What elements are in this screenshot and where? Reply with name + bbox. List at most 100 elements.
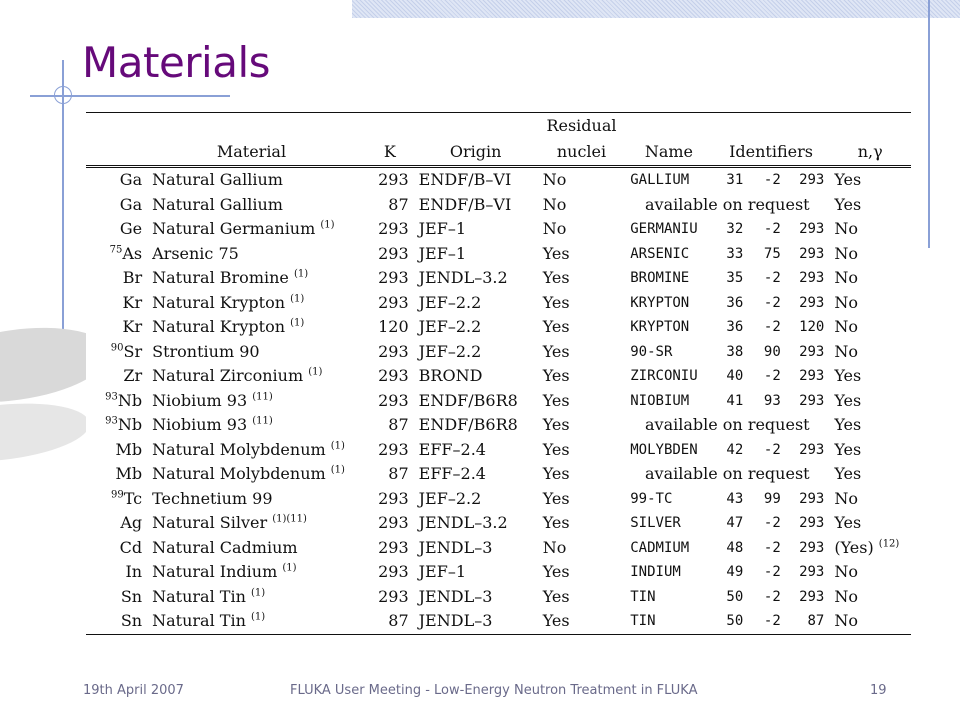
element-symbol: Kr [122,292,143,312]
cell-ngamma: No [829,585,911,610]
cell-material-text: Natural Germanium [152,219,316,239]
cell-residual: Yes [538,511,626,536]
cell-identifier-name: TIN [625,585,712,610]
cell-ngamma: Yes [829,389,911,414]
cell-identifier-t-text: 293 [799,441,825,458]
cell-identifier-t-text: 293 [799,588,825,605]
cell-identifier-t: 293 [786,340,830,365]
cell-identifier-a-text: 75 [763,245,781,262]
cell-symbol: Br [86,266,147,291]
cell-k-text: 293 [378,292,409,312]
cell-material-text: Natural Cadmium [152,537,298,557]
cell-origin-text: JEF–2.2 [418,488,482,508]
cell-identifier-a: 90 [748,340,786,365]
cell-material: Natural Molybdenum (1) [147,438,366,463]
cell-material-text: Natural Gallium [152,194,283,214]
cell-residual: Yes [538,340,626,365]
cell-identifier-z-text: 36 [726,294,744,311]
cell-ngamma-text: Yes [834,513,862,533]
cell-identifier-z: 48 [713,536,749,561]
cell-availability: available on request [625,462,829,487]
table-row: Kr Natural Krypton (1) 293 JEF–2.2 Yes KRYPTO… [86,291,911,316]
element-symbol: Ge [119,219,143,239]
cell-identifier-t-text: 293 [799,490,825,507]
cell-origin: BROND [414,364,538,389]
cell-identifier-t: 293 [786,585,830,610]
cell-identifier-z-text: 42 [726,441,744,458]
cell-identifier-a-text: 90 [763,343,781,360]
cell-residual: Yes [538,609,626,634]
cell-ngamma: Yes [829,462,911,487]
cell-identifier-name-text: NIOBIUM [630,392,690,409]
cell-identifier-a-text: -2 [763,613,781,630]
cell-identifier-z-text: 41 [726,392,744,409]
cell-origin: JEF–2.2 [414,340,538,365]
cell-identifier-z-text: 35 [726,270,744,287]
cell-origin: ENDF/B–VI [414,193,538,218]
element-symbol: Mb [115,439,143,459]
slide-title: Materials [82,38,271,87]
cell-k-text: 293 [378,513,409,533]
cell-identifier-a-text: -2 [763,588,781,605]
header-material: Material [216,142,287,161]
cell-origin-text: ENDF/B–VI [418,170,512,190]
cell-origin: JEF–2.2 [414,291,538,316]
cell-identifier-a-text: -2 [763,564,781,581]
cell-ngamma: No [829,487,911,512]
cell-ngamma: Yes [829,438,911,463]
cell-ngamma: Yes [829,413,911,438]
cell-identifier-z: 50 [713,585,749,610]
element-symbol: In [125,562,143,582]
cell-residual: Yes [538,242,626,267]
cell-identifier-a: 93 [748,389,786,414]
cell-identifier-t-text: 293 [799,294,825,311]
cell-residual-text: Yes [542,366,570,386]
decor-circle [54,86,72,104]
materials-table: Residual Material K Origin nuclei Name I… [86,112,911,635]
cell-k-text: 87 [388,611,409,631]
cell-availability: available on request [625,413,829,438]
cell-symbol: 93Nb [86,413,147,438]
cell-k-text: 293 [378,341,409,361]
cell-ngamma: No [829,242,911,267]
cell-origin: ENDF/B6R8 [414,389,538,414]
cell-origin: ENDF/B6R8 [414,413,538,438]
element-symbol: Mb [115,464,143,484]
cell-identifier-name: CADMIUM [625,536,712,561]
isotope-mass-number: 75 [109,244,123,256]
cell-identifier-z-text: 33 [726,245,744,262]
element-symbol: Ga [119,170,143,190]
cell-identifier-z-text: 36 [726,319,744,336]
cell-material: Natural Gallium [147,193,366,218]
cell-identifier-name: BROMINE [625,266,712,291]
material-footnote: (1) [308,366,323,378]
cell-material: Natural Bromine (1) [147,266,366,291]
table-row: Ge Natural Germanium (1) 293 JEF–1 No GERMANI… [86,217,911,242]
cell-symbol: Sn [86,609,147,634]
cell-residual-text: No [542,219,567,239]
cell-identifier-z: 49 [713,560,749,585]
table-row: Sn Natural Tin (1) 87 JENDL–3 Yes TIN 50 -2 87 No [86,609,911,634]
cell-residual: Yes [538,560,626,585]
table-row: Br Natural Bromine (1) 293 JENDL–3.2 Yes BROM… [86,266,911,291]
cell-origin-text: JEF–2.2 [418,292,482,312]
cell-identifier-z-text: 40 [726,368,744,385]
cell-availability-text: available on request [644,194,810,214]
cell-residual: No [538,193,626,218]
footer-meeting-title: FLUKA User Meeting - Low-Energy Neutron … [290,683,698,698]
cell-ngamma-text: Yes [834,390,862,410]
cell-origin-text: JEF–2.2 [418,341,482,361]
cell-residual-text: Yes [542,513,570,533]
table-row: Ga Natural Gallium 87 ENDF/B–VI No available … [86,193,911,218]
cell-identifier-t-text: 293 [799,221,825,238]
cell-material-text: Technetium 99 [152,488,273,508]
cell-residual: Yes [538,315,626,340]
material-footnote: (1) [330,464,345,476]
element-symbol: Sr [123,341,143,361]
cell-identifier-z: 38 [713,340,749,365]
cell-k-text: 87 [388,415,409,435]
cell-ngamma: No [829,217,911,242]
table-row: Mb Natural Molybdenum (1) 293 EFF–2.4 Yes MOL… [86,438,911,463]
cell-identifier-name: KRYPTON [625,315,712,340]
cell-residual: No [538,217,626,242]
